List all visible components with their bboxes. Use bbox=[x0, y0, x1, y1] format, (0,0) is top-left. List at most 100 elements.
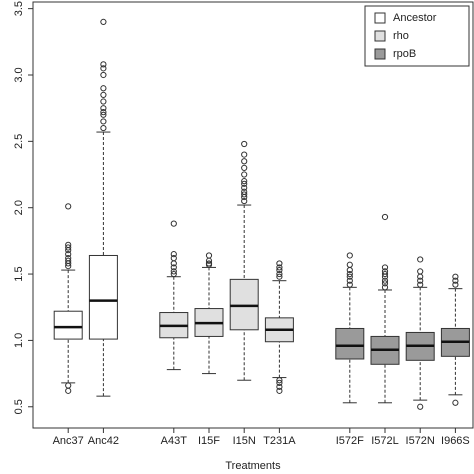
outlier bbox=[241, 197, 248, 205]
x-tick-label: Anc42 bbox=[88, 435, 119, 447]
x-tick-label: I572L bbox=[371, 435, 399, 447]
outlier bbox=[65, 241, 72, 248]
outlier bbox=[100, 71, 107, 79]
outlier bbox=[381, 280, 389, 287]
outlier bbox=[100, 65, 107, 72]
outlier bbox=[276, 383, 283, 390]
outlier bbox=[381, 268, 389, 275]
outlier bbox=[276, 266, 283, 274]
box bbox=[229, 278, 259, 331]
x-tick-label: Anc37 bbox=[53, 435, 84, 447]
outlier bbox=[100, 85, 107, 92]
outlier bbox=[452, 281, 459, 288]
x-axis-label: Treatments bbox=[225, 460, 281, 472]
outlier bbox=[241, 151, 248, 158]
outlier bbox=[170, 264, 177, 271]
y-tick-label: 2.0 bbox=[13, 200, 25, 215]
outlier bbox=[241, 191, 248, 198]
y-tick-label: 1.0 bbox=[13, 333, 25, 348]
y-tick-label: 2.5 bbox=[13, 134, 25, 149]
outlier bbox=[241, 188, 248, 195]
outlier bbox=[276, 270, 283, 278]
outlier bbox=[276, 387, 283, 394]
outlier bbox=[65, 257, 72, 264]
box bbox=[335, 327, 365, 360]
outlier bbox=[346, 277, 353, 284]
outlier bbox=[100, 124, 107, 132]
y-tick-label: 1.5 bbox=[13, 266, 25, 281]
legend-swatch bbox=[374, 30, 386, 42]
y-tick-label: 0.5 bbox=[13, 399, 25, 414]
legend-label: rho bbox=[393, 30, 409, 42]
outlier bbox=[65, 387, 72, 394]
outlier bbox=[65, 203, 72, 210]
outlier bbox=[381, 277, 389, 284]
x-tick-label: I15N bbox=[233, 435, 256, 447]
outlier bbox=[65, 255, 72, 262]
outlier bbox=[100, 111, 107, 118]
outlier bbox=[65, 382, 72, 389]
outlier bbox=[170, 220, 177, 227]
outlier bbox=[346, 261, 353, 268]
outlier bbox=[276, 264, 283, 271]
outlier bbox=[276, 260, 283, 267]
outlier bbox=[417, 277, 424, 284]
outlier bbox=[417, 281, 424, 288]
y-tick-label: 3.0 bbox=[13, 67, 25, 82]
outlier bbox=[241, 140, 248, 148]
plot-frame bbox=[32, 1, 474, 429]
outlier bbox=[346, 281, 353, 288]
outlier bbox=[346, 252, 353, 259]
x-tick-label: A43T bbox=[161, 435, 188, 447]
outlier bbox=[241, 180, 248, 187]
x-tick-label: T231A bbox=[263, 435, 296, 447]
legend-swatch bbox=[374, 12, 386, 24]
outlier bbox=[241, 158, 248, 165]
legend-label: rpoB bbox=[393, 48, 416, 60]
outlier bbox=[100, 98, 107, 105]
outlier bbox=[417, 256, 424, 263]
outlier bbox=[381, 284, 389, 291]
box bbox=[53, 310, 83, 340]
outlier bbox=[452, 277, 459, 284]
outlier bbox=[205, 252, 213, 259]
outlier bbox=[381, 213, 389, 221]
outlier bbox=[100, 91, 107, 98]
outlier bbox=[100, 18, 107, 26]
outlier bbox=[241, 171, 248, 178]
legend-label: Ancestor bbox=[393, 12, 437, 24]
outlier bbox=[170, 255, 177, 262]
outlier bbox=[100, 118, 107, 125]
outlier bbox=[205, 260, 213, 267]
outlier bbox=[417, 268, 424, 275]
outlier bbox=[241, 164, 248, 171]
outlier bbox=[346, 270, 353, 278]
outlier bbox=[65, 244, 72, 251]
outlier bbox=[170, 268, 177, 275]
x-tick-label: I966S bbox=[441, 435, 470, 447]
outlier bbox=[452, 273, 459, 280]
outlier bbox=[346, 273, 353, 280]
outlier bbox=[241, 178, 248, 185]
x-tick-label: I572F bbox=[336, 435, 364, 447]
outlier bbox=[381, 264, 389, 271]
outlier bbox=[241, 184, 248, 191]
outlier bbox=[65, 251, 72, 258]
y-tick-label: 3.5 bbox=[13, 1, 25, 16]
outlier bbox=[276, 379, 283, 386]
x-tick-label: I572N bbox=[406, 435, 435, 447]
x-tick-label: I15F bbox=[198, 435, 220, 447]
box bbox=[88, 254, 118, 340]
outlier bbox=[100, 61, 107, 68]
outlier bbox=[417, 403, 424, 410]
outlier bbox=[452, 399, 459, 406]
legend-swatch bbox=[374, 48, 386, 60]
outlier bbox=[276, 273, 283, 280]
outlier bbox=[276, 377, 283, 384]
outlier bbox=[170, 270, 177, 278]
outlier bbox=[170, 251, 177, 258]
outlier bbox=[381, 270, 389, 278]
outlier bbox=[100, 109, 107, 116]
outlier bbox=[100, 105, 107, 112]
